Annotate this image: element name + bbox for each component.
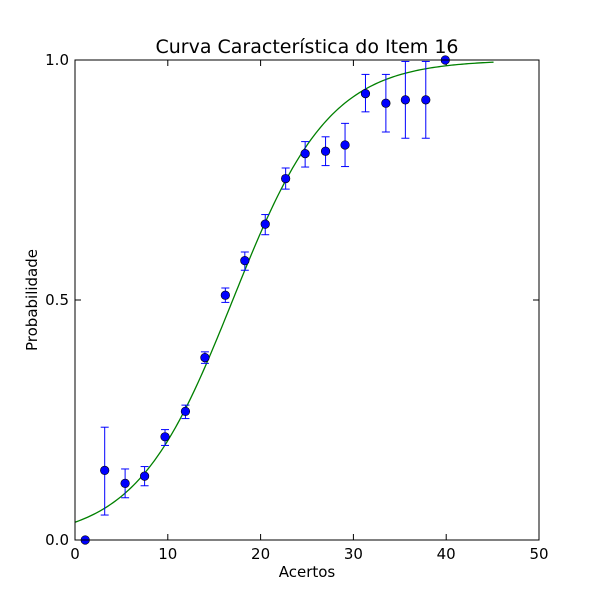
data-point [140, 471, 150, 481]
x-tick-label: 40 [437, 545, 456, 563]
y-tick-label: 0.0 [45, 531, 69, 549]
data-point [340, 140, 350, 150]
x-tick-label: 0 [70, 545, 80, 563]
y-tick-label: 1.0 [45, 51, 69, 69]
y-axis-label: Probabilidade [23, 249, 41, 351]
x-tick-label: 50 [529, 545, 548, 563]
x-tick-label: 20 [251, 545, 270, 563]
x-axis-label: Acertos [279, 563, 336, 581]
data-point [100, 465, 110, 476]
data-point [200, 353, 210, 363]
data-point [320, 146, 331, 156]
plot-frame [74, 59, 540, 541]
data-point [120, 478, 130, 488]
data-point [240, 256, 250, 266]
data-point [360, 88, 371, 99]
x-tick-label: 30 [344, 545, 363, 563]
y-tick-label: 0.5 [45, 291, 69, 309]
data-point [180, 406, 191, 416]
data-point [400, 95, 410, 105]
data-point [260, 219, 270, 229]
data-point [381, 98, 391, 108]
axes: 0 10 20 30 40 50 0.0 0.5 1.0 [45, 51, 548, 563]
data-point [300, 149, 310, 159]
data-point [160, 432, 170, 442]
data-point [421, 95, 431, 105]
data-point [220, 290, 230, 300]
chart-title: Curva Característica do Item 16 [155, 36, 458, 58]
data-point [281, 173, 291, 184]
x-tick-label: 10 [158, 545, 177, 563]
